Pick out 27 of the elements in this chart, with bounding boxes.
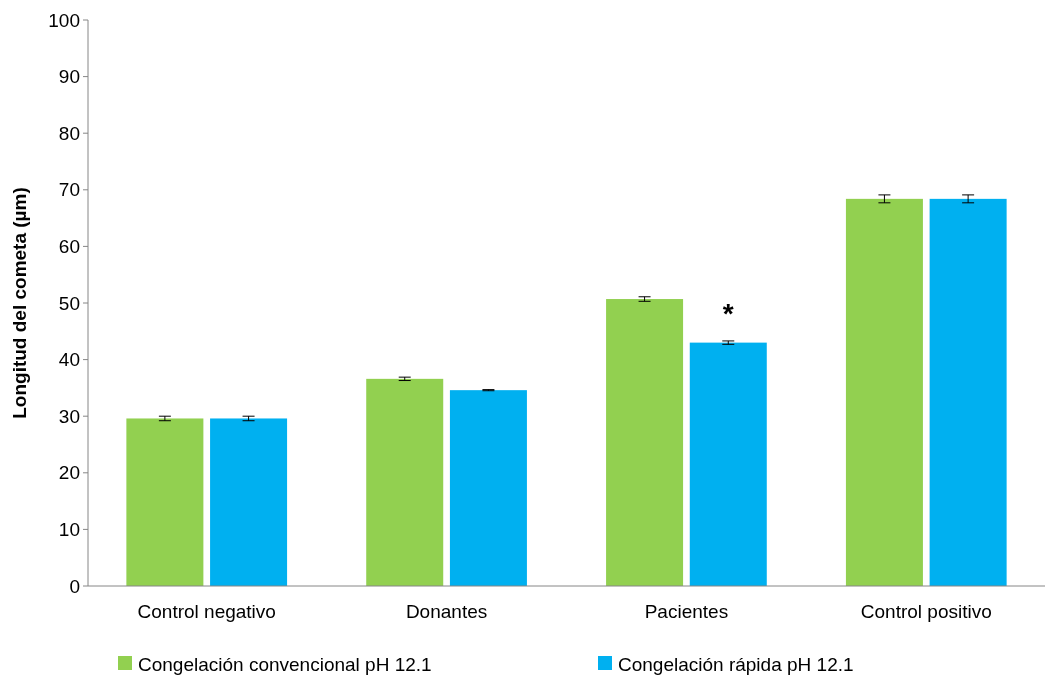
- y-tick-label: 100: [48, 9, 80, 31]
- y-tick-label: 80: [58, 122, 80, 144]
- bar: [689, 342, 767, 586]
- legend-label: Congelación rápida pH 12.1: [618, 653, 854, 675]
- x-tick-label: Control negativo: [137, 601, 276, 622]
- y-tick-label: 10: [58, 519, 80, 541]
- legend-label: Congelación convencional pH 12.1: [138, 653, 432, 675]
- bar: [366, 378, 444, 586]
- y-tick-label: 0: [69, 575, 80, 597]
- y-tick-label: 40: [58, 349, 80, 371]
- x-tick-label: Donantes: [405, 601, 488, 622]
- bar: [845, 198, 923, 586]
- y-tick-label: 50: [58, 292, 80, 314]
- y-tick-label: 30: [58, 405, 80, 427]
- y-tick-label: 60: [58, 236, 80, 258]
- bar: [929, 198, 1007, 586]
- x-tick-label: Pacientes: [644, 601, 729, 622]
- bar: [126, 418, 204, 586]
- bar: [606, 299, 684, 586]
- x-tick-label: Control positivo: [860, 601, 992, 622]
- y-tick-label: 20: [58, 462, 80, 484]
- y-tick-label: 90: [58, 66, 80, 88]
- annotation: *: [722, 297, 734, 329]
- y-tick-label: 70: [58, 179, 80, 201]
- bar: [449, 390, 527, 586]
- bar: [210, 418, 288, 586]
- y-axis-title: Longitud del cometa (µm): [9, 187, 30, 419]
